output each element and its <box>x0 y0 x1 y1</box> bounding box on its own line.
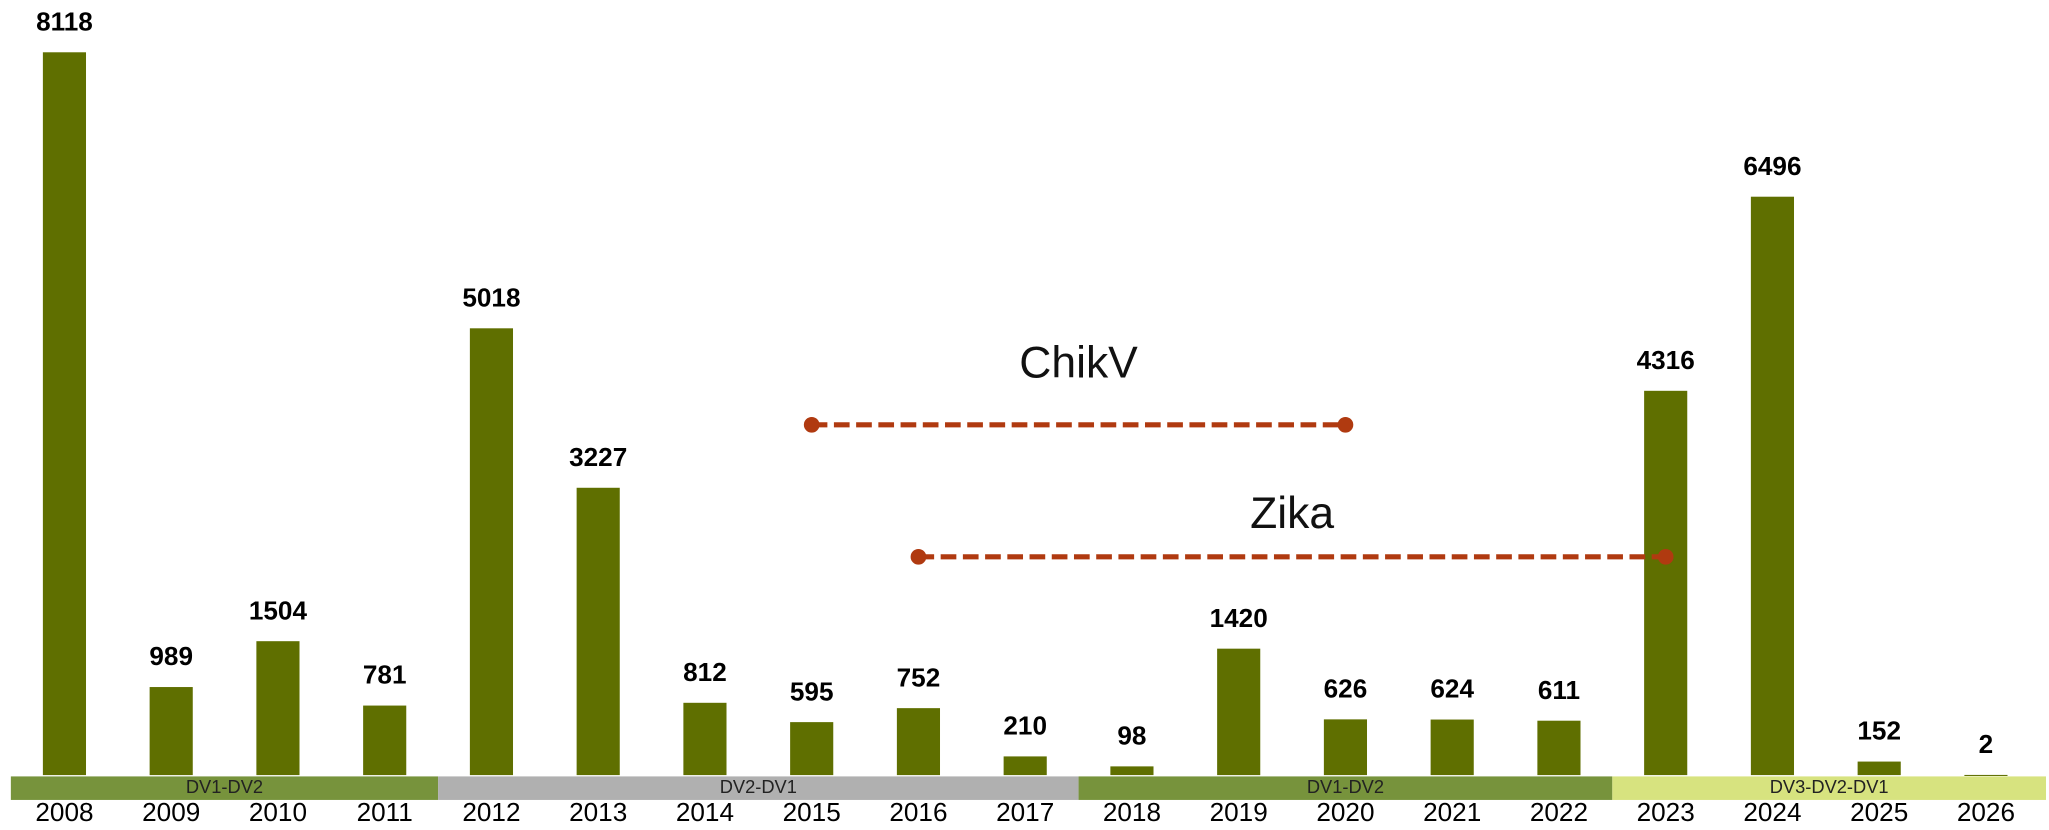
period-band <box>10 776 439 800</box>
value-label: 812 <box>683 657 727 687</box>
annotation-end <box>910 548 927 565</box>
value-label: 595 <box>790 676 834 706</box>
period-band <box>1078 776 1613 800</box>
period-label: DV3-DV2-DV1 <box>1770 776 1889 797</box>
x-tick-label: 2011 <box>357 797 413 827</box>
annotation-end <box>803 416 820 433</box>
bar <box>1003 756 1047 776</box>
bar <box>256 641 300 776</box>
annotation-label: ChikV <box>1019 339 1138 388</box>
annotation-end <box>1657 548 1674 565</box>
x-tick-label: 2008 <box>35 797 93 827</box>
value-label: 152 <box>1857 716 1901 746</box>
bar <box>1644 390 1688 776</box>
x-tick-label: 2026 <box>1957 797 2015 827</box>
bar <box>1430 719 1474 776</box>
value-label: 989 <box>149 641 193 671</box>
x-tick-label: 2024 <box>1743 797 1801 827</box>
x-tick-label: 2019 <box>1210 797 1268 827</box>
bar <box>363 705 407 776</box>
period-label: DV1-DV2 <box>1307 776 1384 797</box>
bar <box>42 52 87 776</box>
value-label: 1420 <box>1210 603 1268 633</box>
bar <box>1537 720 1581 776</box>
bar <box>1323 719 1368 776</box>
value-label: 6496 <box>1743 151 1801 181</box>
bar <box>683 702 727 776</box>
value-label: 4316 <box>1637 345 1695 375</box>
value-label: 210 <box>1003 711 1047 741</box>
value-label: 3227 <box>569 442 627 472</box>
bar <box>1110 766 1154 776</box>
bar <box>1750 196 1795 776</box>
bar <box>149 687 193 776</box>
x-tick-label: 2018 <box>1103 797 1161 827</box>
x-tick-label: 2017 <box>996 797 1054 827</box>
bar <box>469 328 514 776</box>
period-band <box>1612 776 2046 800</box>
value-label: 8118 <box>36 6 93 36</box>
period-band <box>438 776 1079 800</box>
value-label: 98 <box>1117 721 1146 751</box>
x-tick-label: 2013 <box>569 797 627 827</box>
bar <box>790 722 834 776</box>
bar <box>1857 761 1901 776</box>
value-label: 2 <box>1979 729 1994 759</box>
annotation-end <box>1337 416 1354 433</box>
annotation-label: Zika <box>1250 489 1334 538</box>
x-tick-label: 2016 <box>889 797 947 827</box>
bar <box>576 487 620 776</box>
value-label: 626 <box>1324 674 1368 704</box>
period-label: DV1-DV2 <box>186 776 263 797</box>
x-tick-label: 2020 <box>1316 797 1374 827</box>
x-tick-label: 2009 <box>142 797 200 827</box>
value-label: 1504 <box>249 595 308 625</box>
bar <box>896 708 941 776</box>
x-tick-label: 2014 <box>676 797 734 827</box>
x-tick-label: 2023 <box>1637 797 1695 827</box>
x-tick-label: 2015 <box>783 797 841 827</box>
period-label: DV2-DV1 <box>720 776 797 797</box>
value-label: 611 <box>1538 675 1580 705</box>
bar <box>1217 648 1261 776</box>
x-tick-label: 2022 <box>1530 797 1588 827</box>
value-label: 5018 <box>462 282 520 312</box>
x-tick-label: 2010 <box>249 797 307 827</box>
value-label: 781 <box>363 660 407 690</box>
x-tick-label: 2021 <box>1423 797 1481 827</box>
value-label: 752 <box>897 662 941 692</box>
bar <box>1964 774 2008 776</box>
x-tick-label: 2012 <box>462 797 520 827</box>
value-label: 624 <box>1430 674 1474 704</box>
x-tick-label: 2025 <box>1850 797 1908 827</box>
